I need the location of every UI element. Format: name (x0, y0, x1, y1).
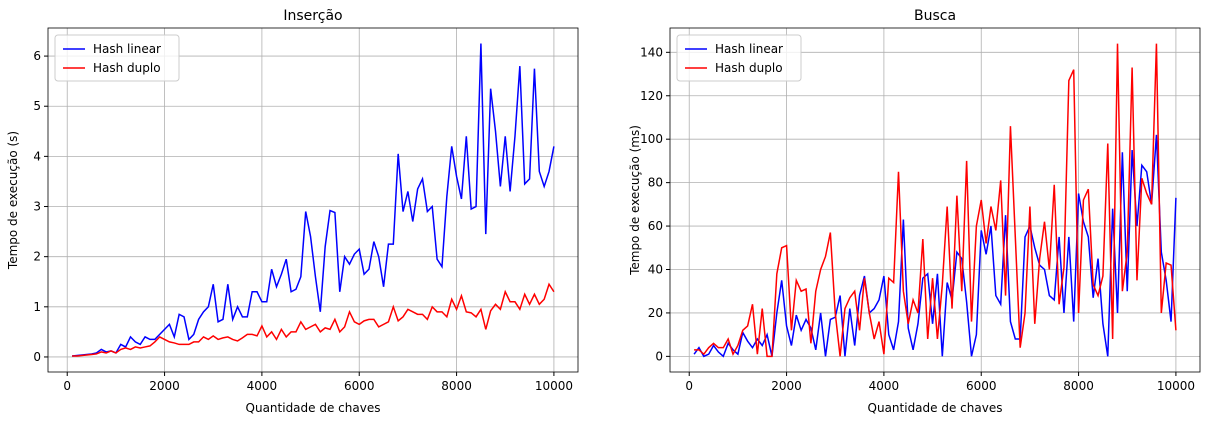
legend-label: Hash duplo (715, 61, 783, 75)
legend-box (676, 34, 802, 82)
y-tick-label: 40 (648, 262, 663, 276)
line (694, 43, 1177, 358)
line (72, 43, 555, 357)
x-axis-label: Quantidade de chaves (246, 401, 381, 415)
y-axis-label: Tempo de execução (s) (6, 131, 20, 270)
plot-frame (47, 27, 579, 373)
line (693, 134, 1177, 358)
x-tick-label: 4000 (869, 379, 900, 393)
y-tick-label: 60 (648, 219, 663, 233)
y-tick-label: 5 (33, 99, 41, 113)
y-tick-label: 120 (640, 89, 663, 103)
x-tick-label: 2000 (771, 379, 802, 393)
y-tick-label: 3 (33, 200, 41, 214)
line (72, 282, 555, 357)
chart-title: Busca (914, 8, 956, 24)
x-tick-label: 4000 (247, 379, 278, 393)
legend-label: Hash linear (93, 42, 161, 56)
x-tick-label: 0 (63, 379, 71, 393)
chart-title: Inserção (283, 8, 342, 24)
y-axis-label: Tempo de execução (ms) (628, 125, 642, 276)
y-tick-label: 0 (33, 350, 41, 364)
legend-box (54, 34, 180, 82)
x-tick-label: 8000 (441, 379, 472, 393)
x-tick-label: 10000 (1157, 379, 1195, 393)
legend-label: Hash duplo (93, 61, 161, 75)
chart: Busca 0 2000 4000 6000 8000 10000 0 20 40 60 80 100 1… (628, 8, 1201, 415)
x-axis-label: Quantidade de chaves (868, 401, 1003, 415)
y-tick-label: 1 (33, 300, 41, 314)
y-tick-label: 20 (648, 306, 663, 320)
y-tick-label: 100 (640, 132, 663, 146)
legend-label: Hash linear (715, 42, 783, 56)
x-tick-label: 8000 (1063, 379, 1094, 393)
y-tick-label: 2 (33, 250, 41, 264)
y-tick-label: 80 (648, 176, 663, 190)
y-tick-label: 4 (33, 149, 41, 163)
y-tick-label: 140 (640, 45, 663, 59)
x-tick-label: 6000 (344, 379, 375, 393)
x-tick-label: 2000 (149, 379, 180, 393)
x-tick-label: 0 (685, 379, 693, 393)
chart: Inserção 0 2000 4000 6000 8000 10000 0 1 2 3 4 5 6 Qua… (6, 8, 579, 415)
plot-frame (669, 27, 1201, 373)
y-tick-label: 0 (655, 349, 663, 363)
x-tick-label: 6000 (966, 379, 997, 393)
y-tick-label: 6 (33, 49, 41, 63)
x-tick-label: 10000 (535, 379, 573, 393)
